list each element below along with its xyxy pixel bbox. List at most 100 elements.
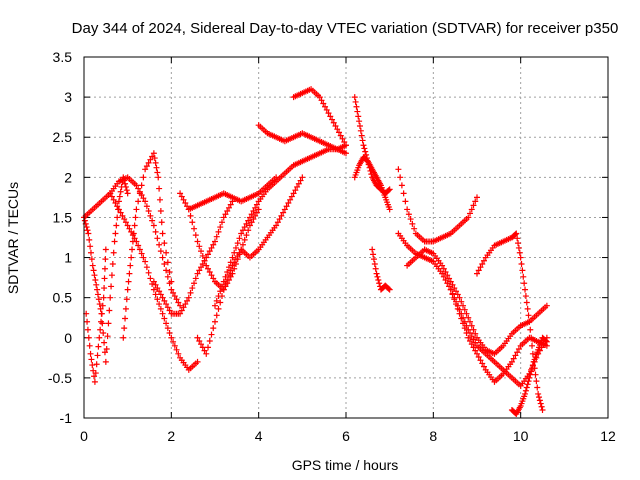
- data-point: [151, 155, 158, 162]
- data-point: [253, 201, 260, 208]
- data-point: [212, 238, 218, 245]
- data-point: [285, 200, 292, 207]
- data-point: [111, 238, 118, 245]
- data-point: [136, 190, 143, 197]
- data-point: [444, 272, 451, 279]
- data-point: [480, 257, 487, 264]
- data-point: [447, 286, 454, 293]
- data-point: [334, 126, 341, 133]
- data-point: [386, 286, 393, 293]
- data-point: [112, 230, 119, 237]
- data-point: [353, 103, 360, 110]
- data-point: [229, 270, 236, 277]
- data-point: [405, 211, 412, 218]
- data-point: [163, 249, 170, 256]
- data-point: [153, 164, 160, 171]
- data-point: [510, 355, 517, 362]
- data-point: [196, 337, 203, 344]
- data-point: [536, 394, 543, 401]
- data-point: [102, 246, 109, 253]
- data-point: [201, 257, 208, 264]
- data-point: [332, 122, 339, 129]
- data-point: [189, 285, 196, 292]
- data-point: [96, 301, 103, 308]
- data-point: [93, 361, 100, 368]
- data-point: [83, 224, 90, 231]
- data-point: [110, 196, 117, 203]
- data-point: [108, 283, 115, 290]
- data-point: [527, 326, 534, 333]
- data-point: [232, 256, 239, 263]
- data-point: [467, 210, 474, 217]
- data-point: [114, 203, 121, 210]
- data-point: [215, 305, 222, 312]
- data-point: [154, 296, 161, 303]
- data-points: [81, 86, 550, 417]
- data-point: [538, 403, 545, 410]
- data-point: [161, 297, 168, 304]
- data-point: [115, 206, 122, 213]
- data-point: [461, 306, 468, 313]
- data-point: [287, 196, 294, 203]
- data-point: [234, 240, 241, 247]
- x-axis-label: GPS time / hours: [292, 457, 399, 473]
- data-point: [194, 334, 201, 341]
- data-point: [163, 301, 170, 308]
- data-point: [159, 230, 166, 237]
- data-point: [238, 230, 245, 237]
- data-point: [217, 224, 224, 231]
- data-point: [102, 256, 109, 263]
- data-point: [147, 212, 154, 219]
- data-point: [528, 368, 535, 375]
- data-point: [166, 329, 173, 336]
- data-point: [205, 265, 212, 272]
- data-point: [241, 224, 248, 231]
- data-point: [535, 390, 542, 397]
- data-point: [94, 352, 101, 359]
- data-point: [532, 371, 539, 378]
- data-point: [201, 347, 208, 354]
- y-tick-label: 0: [64, 330, 72, 346]
- data-point: [205, 344, 212, 351]
- data-point: [278, 212, 285, 219]
- data-point: [243, 220, 250, 227]
- y-axis-ticks: -1 -0.5 0 0.5 1 1.5 2 2.5 3 3.5: [48, 49, 608, 426]
- data-point: [206, 248, 213, 255]
- data-point: [86, 342, 93, 349]
- data-point: [94, 286, 101, 293]
- data-point: [468, 341, 475, 348]
- data-point: [175, 299, 182, 306]
- data-point: [255, 206, 262, 213]
- data-point: [164, 259, 171, 266]
- data-point: [150, 278, 157, 285]
- data-point: [199, 344, 206, 351]
- data-point: [145, 208, 152, 215]
- data-point: [212, 302, 218, 309]
- data-point: [175, 350, 182, 357]
- data-point: [156, 196, 163, 203]
- data-point: [215, 228, 222, 235]
- data-point: [297, 177, 304, 184]
- data-point: [398, 182, 405, 189]
- data-point: [440, 273, 447, 280]
- data-point: [206, 268, 213, 275]
- data-point: [138, 250, 145, 257]
- data-point: [130, 230, 137, 237]
- y-tick-label: 1: [64, 250, 72, 266]
- data-point: [543, 302, 550, 309]
- data-point: [236, 235, 243, 242]
- data-point: [316, 94, 323, 101]
- data-point: [143, 163, 150, 170]
- data-point: [357, 127, 364, 134]
- data-point: [156, 185, 163, 192]
- data-point: [292, 187, 299, 194]
- data-point: [198, 264, 205, 271]
- data-point: [252, 212, 259, 219]
- data-point: [250, 216, 257, 223]
- data-point: [446, 283, 453, 290]
- data-point: [112, 200, 119, 207]
- data-point: [131, 222, 138, 229]
- data-point: [161, 260, 168, 267]
- data-point: [224, 277, 231, 284]
- data-point: [159, 294, 166, 301]
